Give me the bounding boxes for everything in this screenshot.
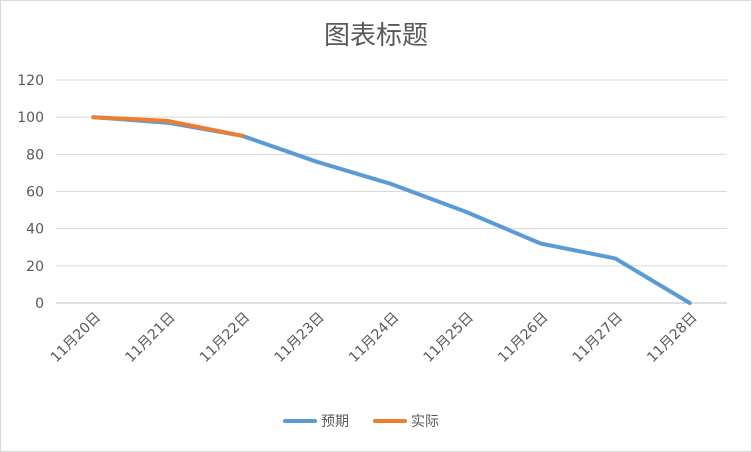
y-tick-label: 0 bbox=[35, 296, 44, 312]
x-tick-label: 11月24日 bbox=[346, 310, 402, 366]
x-tick-label: 11月25日 bbox=[421, 310, 477, 366]
y-tick-label: 60 bbox=[26, 185, 44, 201]
y-tick-label: 20 bbox=[26, 259, 44, 275]
x-tick-label: 11月28日 bbox=[644, 310, 700, 366]
gridlines bbox=[56, 79, 727, 304]
y-tick-label: 100 bbox=[17, 110, 44, 126]
legend-label: 实际 bbox=[411, 414, 439, 430]
y-tick-label: 120 bbox=[17, 73, 44, 89]
legend: 预期 实际 bbox=[283, 414, 439, 430]
legend-label: 预期 bbox=[321, 414, 349, 430]
series-line-0 bbox=[91, 115, 692, 305]
chart-title: 图表标题 bbox=[323, 21, 428, 51]
x-tick-label: 11月22日 bbox=[197, 310, 253, 366]
y-axis-ticks: 0 20 40 60 80 100 120 bbox=[17, 73, 44, 312]
x-tick-label: 11月26日 bbox=[495, 310, 551, 366]
x-tick-label: 11月23日 bbox=[271, 310, 327, 366]
x-tick-label: 11月20日 bbox=[48, 310, 104, 366]
x-tick-label: 11月27日 bbox=[570, 310, 626, 366]
x-tick-label: 11月21日 bbox=[122, 310, 178, 366]
series-lines bbox=[91, 115, 692, 305]
series-line-1 bbox=[91, 115, 245, 138]
y-tick-label: 80 bbox=[26, 147, 44, 163]
y-tick-label: 40 bbox=[26, 222, 44, 238]
x-axis-ticks: 11月20日 11月21日 11月22日 11月23日 11月24日 11月25日 11月2… bbox=[48, 310, 701, 366]
